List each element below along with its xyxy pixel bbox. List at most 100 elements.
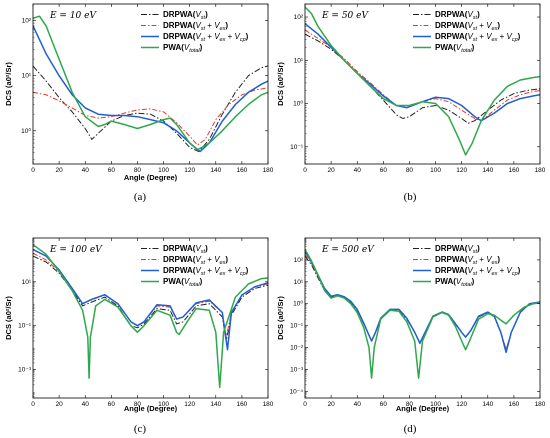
legend-entry: PWA(Vtotal​) [163, 43, 203, 54]
plot-frame [32, 237, 269, 399]
x-tick-label: 20 [55, 401, 63, 408]
legend-entry: DRPWA(Vst​) [435, 244, 480, 255]
x-tick-label: 120 [184, 401, 195, 408]
series-line-4 [305, 249, 540, 379]
panel-caption: (c) [134, 423, 147, 435]
legend-entry: PWA(Vtotal​) [435, 277, 475, 288]
series-line-2 [305, 29, 540, 122]
x-tick-label: 80 [134, 167, 142, 174]
y-tick-label: 10² [294, 257, 304, 264]
y-tick-label: 10⁻¹ [290, 144, 304, 151]
x-tick-label: 100 [430, 167, 441, 174]
x-tick-label: 140 [210, 401, 221, 408]
panel-caption: (d) [404, 423, 417, 435]
x-tick-label: 60 [108, 167, 116, 174]
x-tick-label: 140 [482, 401, 493, 408]
x-tick-label: 0 [31, 167, 35, 174]
x-tick-label: 140 [210, 167, 221, 174]
x-axis-title: Angle (Degree) [396, 404, 450, 413]
x-tick-label: 40 [82, 167, 90, 174]
series-line-1 [305, 33, 540, 124]
energy-label: E = 10 eV [49, 11, 97, 21]
legend-entry: DRPWA(Vst​ + Vex​) [435, 255, 500, 266]
y-tick-label: 10⁻³ [18, 366, 32, 373]
plot-frame [32, 3, 269, 165]
series-line-1 [33, 65, 268, 153]
x-tick-label: 20 [327, 401, 335, 408]
y-tick-label: 10¹ [22, 73, 32, 80]
series-line-3 [33, 25, 268, 153]
x-tick-label: 0 [303, 401, 307, 408]
x-tick-label: 40 [354, 167, 362, 174]
chart-panel-a: 0 20 40 60 80 100 120 140 160 180 10⁰ 10¹ 10² DCS (a0… [4, 3, 274, 203]
legend-entry: PWA(Vtotal​) [163, 277, 203, 288]
x-tick-label: 160 [508, 167, 519, 174]
y-tick-label: 10² [294, 14, 304, 21]
y-axis-title: DCS (a0²/Sr) [276, 296, 285, 340]
series-line-4 [33, 243, 268, 389]
x-tick-label: 0 [31, 401, 35, 408]
y-tick-label: 10⁰ [21, 127, 31, 135]
panel-caption: (a) [134, 191, 147, 203]
legend-entry: DRPWA(Vst​ + Vex​ + Vcp​) [163, 32, 249, 43]
x-tick-label: 100 [430, 401, 441, 408]
legend-entry: PWA(Vtotal​) [435, 43, 475, 54]
x-tick-label: 180 [263, 167, 274, 174]
x-tick-label: 80 [406, 167, 414, 174]
y-tick-label: 10² [22, 18, 32, 25]
x-tick-label: 180 [263, 401, 274, 408]
x-tick-label: 60 [108, 401, 116, 408]
y-tick-label: 10⁰ [293, 300, 303, 308]
series-line-4 [33, 15, 268, 151]
x-tick-label: 80 [134, 401, 142, 408]
legend-entry: DRPWA(Vst​ + Vex​) [163, 255, 228, 266]
legend-entry: DRPWA(Vst​) [163, 244, 208, 255]
series-line-4 [305, 6, 540, 156]
x-tick-label: 180 [535, 401, 546, 408]
x-tick-label: 140 [482, 167, 493, 174]
y-tick-label: 10⁻⁴ [290, 388, 304, 395]
energy-label: E = 50 eV [321, 11, 369, 21]
series-line-2 [33, 87, 268, 146]
series-line-3 [33, 248, 268, 351]
chart-panel-d: 0 20 40 60 80 100 120 140 160 180 10⁻⁴ 10⁻³ 10⁻² 10⁻¹… [276, 237, 546, 435]
legend-entry: DRPWA(Vst​ + Vex​ + Vcp​) [163, 266, 249, 277]
y-tick-label: 10¹ [22, 279, 32, 286]
x-tick-label: 120 [456, 167, 467, 174]
y-tick-label: 10⁻¹ [290, 323, 304, 330]
y-tick-label: 10⁰ [293, 100, 303, 108]
y-tick-label: 10⁻¹ [18, 323, 32, 330]
y-axis-title: DCS (a0²/Sr) [4, 62, 13, 106]
x-axis-title: Angle (Degree) [124, 404, 178, 413]
plot-frame [304, 3, 541, 165]
y-tick-label: 10¹ [294, 57, 304, 64]
x-tick-label: 20 [55, 167, 63, 174]
series-line-3 [305, 250, 540, 354]
energy-label: E = 100 eV [49, 245, 103, 255]
x-tick-label: 180 [535, 167, 546, 174]
legend-entry: DRPWA(Vst​ + Vex​) [163, 21, 228, 32]
x-tick-label: 0 [303, 167, 307, 174]
y-tick-label: 10⁻³ [290, 366, 304, 373]
legend-entry: DRPWA(Vst​) [163, 10, 208, 21]
x-tick-label: 120 [456, 401, 467, 408]
x-tick-label: 100 [158, 401, 169, 408]
legend-entry: DRPWA(Vst​ + Vex​) [435, 21, 500, 32]
chart-panel-b: 0 20 40 60 80 100 120 140 160 180 10⁻¹ 10⁰ 10¹ 10² DCS… [276, 3, 546, 203]
y-axis-title: DCS (a0²/Sr) [4, 296, 13, 340]
x-tick-label: 100 [158, 167, 169, 174]
legend-entry: DRPWA(Vst​ + Vex​ + Vcp​) [435, 266, 521, 277]
legend-entry: DRPWA(Vst​) [435, 10, 480, 21]
legend-entry: DRPWA(Vst​ + Vex​ + Vcp​) [435, 32, 521, 43]
y-tick-label: 10⁻² [290, 345, 304, 352]
y-axis-title: DCS (a0²/Sr) [276, 62, 285, 106]
x-tick-label: 60 [380, 401, 388, 408]
x-tick-label: 160 [508, 401, 519, 408]
plot-frame [304, 237, 541, 399]
x-tick-label: 20 [327, 167, 335, 174]
y-tick-label: 10¹ [294, 279, 304, 286]
x-tick-label: 80 [406, 401, 414, 408]
x-tick-label: 160 [236, 167, 247, 174]
energy-label: E = 500 eV [321, 245, 375, 255]
